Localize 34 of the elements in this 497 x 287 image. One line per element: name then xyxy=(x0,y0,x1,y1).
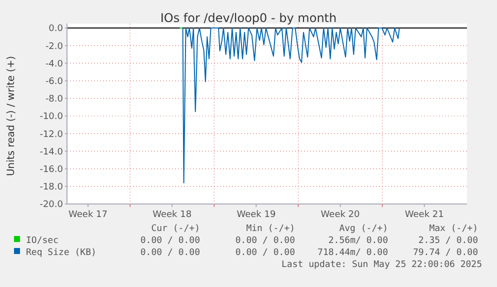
legend-label: Req Size (KB) xyxy=(26,248,96,258)
x-tick-label: Week 20 xyxy=(320,210,360,220)
y-tick-label: -14.0 xyxy=(40,147,64,158)
y-tick-label: -4.0 xyxy=(45,59,64,70)
text: Last update: Sun May 25 22:00:06 2025 xyxy=(282,260,482,270)
text: 0.00 / 0.00 xyxy=(140,236,200,246)
x-tick-label: Week 21 xyxy=(404,210,444,220)
text: 2.56m/ 0.00 xyxy=(328,236,388,246)
x-tick-label: Week 18 xyxy=(152,210,192,220)
y-tick-label: -16.0 xyxy=(40,164,64,175)
line-series xyxy=(182,28,400,184)
x-tick-label: Week 17 xyxy=(68,210,108,220)
y-axis-title: Units read (-) / write (+) xyxy=(6,56,17,176)
text: 2.35 / 0.00 xyxy=(418,236,478,246)
y-tick-label: -2.0 xyxy=(45,42,64,52)
text: 0.00 / 0.00 xyxy=(235,248,295,258)
y-tick-label: 0.0 xyxy=(48,24,64,34)
chart-title: IOs for /dev/loop0 - by month xyxy=(160,11,337,25)
text: Avg (-/+) xyxy=(339,224,388,234)
y-tick-label: -8.0 xyxy=(45,94,64,105)
text: 718.44m/ 0.00 xyxy=(318,248,388,258)
legend-label: IO/sec xyxy=(26,236,59,246)
y-tick-label: -18.0 xyxy=(40,182,64,193)
x-tick-label: Week 19 xyxy=(236,210,276,220)
text: Cur (-/+) xyxy=(151,224,200,234)
text: 0.00 / 0.00 xyxy=(140,248,200,258)
text: 0.00 / 0.00 xyxy=(235,236,295,246)
y-tick-label: -10.0 xyxy=(40,112,64,122)
y-tick-label: -20.0 xyxy=(40,200,64,210)
y-tick-label: -12.0 xyxy=(40,130,64,140)
text: Min (-/+) xyxy=(246,224,295,234)
text: 79.74 / 0.00 xyxy=(412,248,478,258)
y-tick-label: -6.0 xyxy=(45,76,64,87)
text: Max (-/+) xyxy=(429,224,478,234)
